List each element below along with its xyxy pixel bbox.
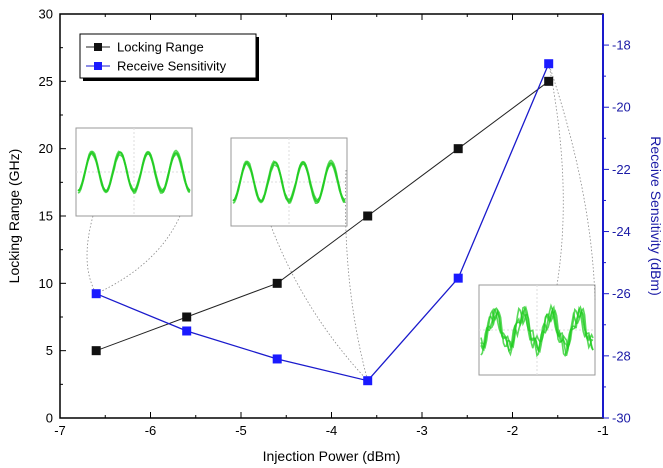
data-point-receive-sensitivity xyxy=(182,326,192,336)
eye-diagram-high-power xyxy=(478,284,596,376)
inset-connector xyxy=(345,169,369,381)
inset-trace xyxy=(232,161,346,205)
x-tick-label: -1 xyxy=(597,423,609,438)
eye-diagram-mid-power xyxy=(230,137,348,227)
y-tick-label: 10 xyxy=(39,276,53,291)
x-tick-label: -7 xyxy=(54,423,66,438)
data-point-receive-sensitivity xyxy=(544,59,554,69)
series-line-locking-range xyxy=(96,80,549,352)
y2-tick-label: -30 xyxy=(612,411,631,426)
data-point-locking-range xyxy=(453,144,463,154)
y-tick-label: 25 xyxy=(39,74,53,89)
x-tick-label: -2 xyxy=(507,423,519,438)
tick-layer: -7 -6 -5 -4 -3 -2 -1 0 5 10 15 20 25 30 -30 -28 -26 -24 -2… xyxy=(39,7,631,439)
x-tick-label: -6 xyxy=(145,423,157,438)
data-point-locking-range xyxy=(363,211,373,221)
y2-tick-label: -26 xyxy=(612,286,631,301)
inset-layer xyxy=(75,127,596,376)
inset-connector xyxy=(86,215,97,294)
y2-tick-label: -22 xyxy=(612,162,631,177)
inset-connector xyxy=(96,215,181,295)
x-tick-label: -3 xyxy=(416,423,428,438)
inset-trace xyxy=(77,152,191,195)
y-tick-label: 30 xyxy=(39,7,53,22)
x-tick-label: -4 xyxy=(326,423,338,438)
legend-box xyxy=(79,33,257,79)
legend-label-receive-sensitivity: Receive Sensitivity xyxy=(117,59,227,74)
eye-diagram-low-power xyxy=(75,127,193,217)
data-point-locking-range xyxy=(272,278,282,288)
inset-trace xyxy=(480,303,594,358)
legend-shadow-bottom xyxy=(83,78,259,81)
data-point-receive-sensitivity xyxy=(453,273,463,283)
connector-layer xyxy=(86,63,596,381)
series-layer xyxy=(91,59,554,386)
data-point-locking-range xyxy=(544,76,554,86)
legend-shadow xyxy=(256,37,259,81)
y-tick-label: 5 xyxy=(46,343,53,358)
y2-tick-label: -24 xyxy=(612,224,631,239)
y2-tick-label: -28 xyxy=(612,348,631,363)
legend: Locking Range Receive Sensitivity xyxy=(79,33,259,81)
data-point-locking-range xyxy=(91,346,101,356)
y2-tick-label: -18 xyxy=(612,38,631,53)
y-axis-title: Locking Range (GHz) xyxy=(6,149,22,284)
inset-connector xyxy=(548,63,596,301)
inset-connector xyxy=(270,225,368,381)
y-tick-label: 0 xyxy=(46,411,53,426)
legend-marker-locking-range xyxy=(94,43,102,51)
series-line-receive-sensitivity xyxy=(95,63,550,382)
x-tick-label: -5 xyxy=(235,423,247,438)
data-point-receive-sensitivity xyxy=(91,289,101,299)
y-tick-label: 20 xyxy=(39,141,53,156)
y2-axis-title: Receive Sensitivity (dBm) xyxy=(648,136,663,296)
legend-marker-receive-sensitivity xyxy=(94,62,102,70)
inset-trace xyxy=(480,306,594,350)
data-point-receive-sensitivity xyxy=(363,376,373,386)
y-tick-label: 15 xyxy=(39,209,53,224)
y2-tick-label: -20 xyxy=(612,100,631,115)
data-point-receive-sensitivity xyxy=(272,354,282,364)
data-point-locking-range xyxy=(182,312,192,322)
legend-label-locking-range: Locking Range xyxy=(117,40,204,55)
x-axis-title: Injection Power (dBm) xyxy=(263,448,401,464)
inset-connector xyxy=(548,63,564,286)
